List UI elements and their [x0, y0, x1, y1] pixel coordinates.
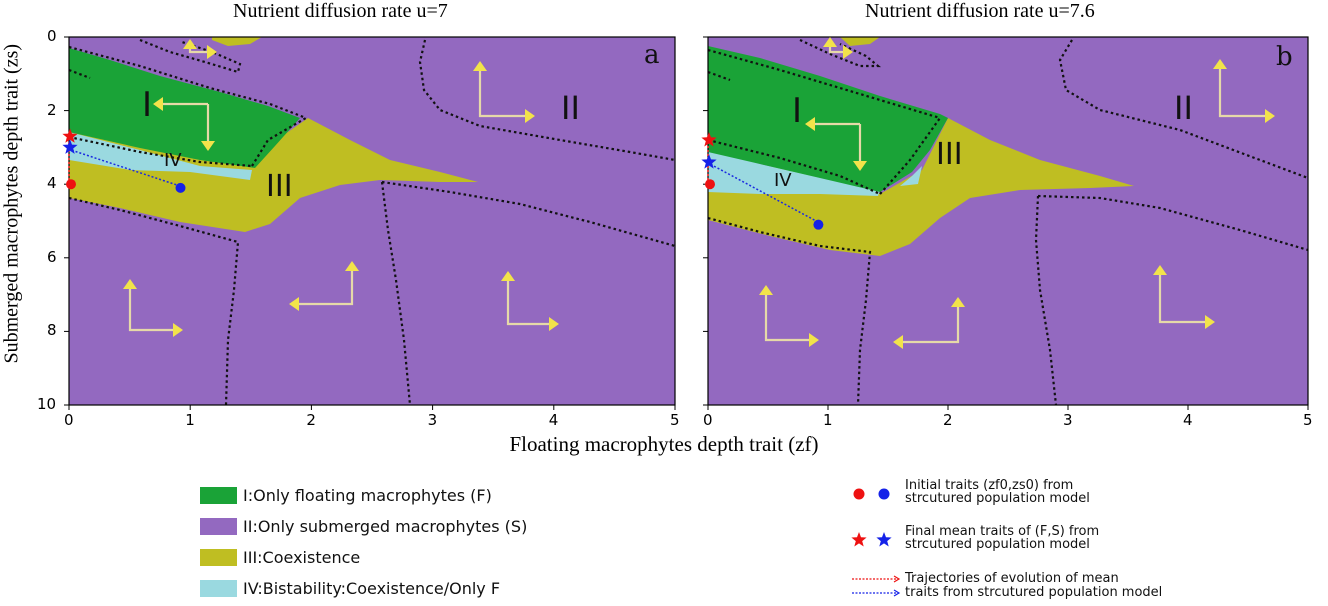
final-mean-trait-star — [62, 139, 78, 154]
legend-swatch — [200, 487, 237, 504]
x-tick-label: 0 — [703, 411, 713, 429]
arrowhead-icon — [207, 45, 217, 59]
region-label-text: III — [266, 169, 293, 204]
legend-item-floating: I:Only floating macrophytes (F) — [200, 480, 527, 511]
region-label-text: II — [561, 89, 580, 127]
region-label-text: IV — [164, 150, 182, 171]
region-label-text: II — [1174, 89, 1193, 127]
region-label-text: IV — [774, 170, 792, 191]
arrow-glyphs-b — [764, 44, 1268, 344]
region-legend: I:Only floating macrophytes (F) II:Only … — [200, 480, 527, 604]
region-bistability-b — [708, 150, 880, 196]
legend-final-traits: Final mean traits of (F,S) from strcutur… — [850, 518, 1230, 562]
trajectory-arrow-icons — [852, 575, 901, 597]
initial-trait-point — [66, 179, 76, 190]
arrowhead-icon — [1213, 59, 1227, 69]
legend-initial-line1: Initial traits (zf0,zs0) from — [905, 478, 1074, 493]
initial-dot-icons — [853, 488, 890, 500]
x-tick-label: 4 — [1183, 411, 1193, 429]
legend-label: I:Only floating macrophytes (F) — [243, 486, 492, 505]
arrowhead-icon — [473, 61, 487, 71]
legend-traj-line1: Trajectories of evolution of mean — [905, 571, 1119, 586]
legend-item-submerged: II:Only submerged macrophytes (S) — [200, 511, 527, 542]
legend-traj-line2: traits from strcutured population model — [905, 585, 1163, 600]
legend-label: IV:Bistability:Coexistence/Only F — [243, 579, 501, 598]
legend-label: III:Coexistence — [243, 548, 361, 567]
arrowhead-icon — [173, 323, 183, 337]
arrowhead-icon — [823, 37, 837, 47]
x-tick-label: 3 — [427, 411, 438, 429]
dynamic-marks — [62, 36, 1309, 410]
arrowhead-icon — [1153, 265, 1167, 275]
final-mean-trait-star — [701, 154, 717, 169]
arrow-glyphs-a — [128, 46, 552, 332]
arrowhead-icon — [1265, 109, 1275, 123]
y-tick-label: 0 — [47, 27, 57, 45]
legend-item-coexistence: III:Coexistence — [200, 542, 527, 573]
x-axis-label: Floating macrophytes depth trait (zf) — [509, 432, 819, 456]
arrowhead-icon — [951, 297, 965, 307]
region-label-text: I — [792, 91, 803, 131]
initial-trait-point — [175, 182, 186, 193]
x-tick-label: 2 — [943, 411, 953, 429]
x-tick-label: 5 — [670, 411, 680, 429]
region-coexistence-b — [708, 118, 1134, 256]
legend-label: II:Only submerged macrophytes (S) — [243, 517, 528, 536]
arrowhead-icon — [549, 317, 559, 331]
legend-final-line1: Final mean traits of (F,S) from — [905, 524, 1100, 539]
x-tick-label: 0 — [64, 411, 74, 429]
y-tick-label: 2 — [47, 100, 57, 119]
region-bistability-a — [69, 132, 252, 180]
legend-swatch — [200, 580, 237, 597]
region-label-text: III — [936, 137, 963, 172]
initial-trait-point — [705, 179, 715, 190]
final-mean-trait-star — [62, 128, 78, 143]
region-label-text: b — [1276, 42, 1293, 72]
y-tick-label: 6 — [47, 247, 57, 266]
arrowhead-icon — [893, 335, 903, 349]
panel-a — [68, 36, 676, 406]
arrowhead-icon — [201, 141, 215, 151]
legend-initial-line2: strcutured population model — [905, 491, 1090, 506]
arrowhead-icon — [843, 45, 853, 59]
region-label-text: a — [644, 40, 660, 70]
arrowhead-icon — [1205, 315, 1215, 329]
x-tick-label: 2 — [306, 411, 316, 429]
x-tick-label: 5 — [1303, 411, 1313, 429]
arrowhead-icon — [805, 117, 815, 131]
x-tick-label: 4 — [548, 411, 559, 429]
arrowhead-icon — [123, 279, 137, 289]
y-tick-label: 10 — [37, 395, 57, 413]
legend-trajectories: Trajectories of evolution of mean traits… — [850, 562, 1230, 606]
arrowhead-icon — [853, 161, 867, 171]
y-tick-label: 8 — [47, 321, 57, 340]
region-label-text: I — [142, 85, 153, 125]
legend-item-bistability: IV:Bistability:Coexistence/Only F — [200, 573, 527, 604]
arrowhead-icon — [809, 333, 819, 347]
legend-swatch — [200, 549, 237, 566]
final-mean-trait-star — [701, 132, 717, 147]
marker-legend: Initial traits (zf0,zs0) from strcutured… — [850, 474, 1230, 606]
arrowhead-icon — [289, 297, 299, 311]
arrowhead-icon — [153, 97, 163, 111]
legend-final-line2: strcutured population model — [905, 537, 1090, 552]
legend-swatch — [200, 518, 237, 535]
panel-b-title: Nutrient diffusion rate u=7.6 — [865, 0, 1095, 22]
arrowhead-icon — [759, 285, 773, 295]
panel-b — [707, 36, 1309, 406]
x-tick-label: 1 — [185, 411, 195, 429]
arrowhead-icon — [525, 109, 535, 123]
arrowhead-icon — [345, 261, 359, 271]
region-floating-a — [69, 48, 300, 168]
arrowhead-icon — [183, 39, 197, 49]
panel-a-title: Nutrient diffusion rate u=7 — [233, 0, 448, 22]
legend-initial-traits: Initial traits (zf0,zs0) from strcutured… — [850, 474, 1230, 518]
y-tick-label: 4 — [47, 174, 57, 193]
final-star-icons — [851, 532, 892, 547]
initial-trait-point — [813, 219, 824, 230]
arrowhead-icon — [501, 271, 515, 281]
x-tick-label: 1 — [823, 411, 833, 429]
x-tick-label: 3 — [1063, 411, 1073, 429]
